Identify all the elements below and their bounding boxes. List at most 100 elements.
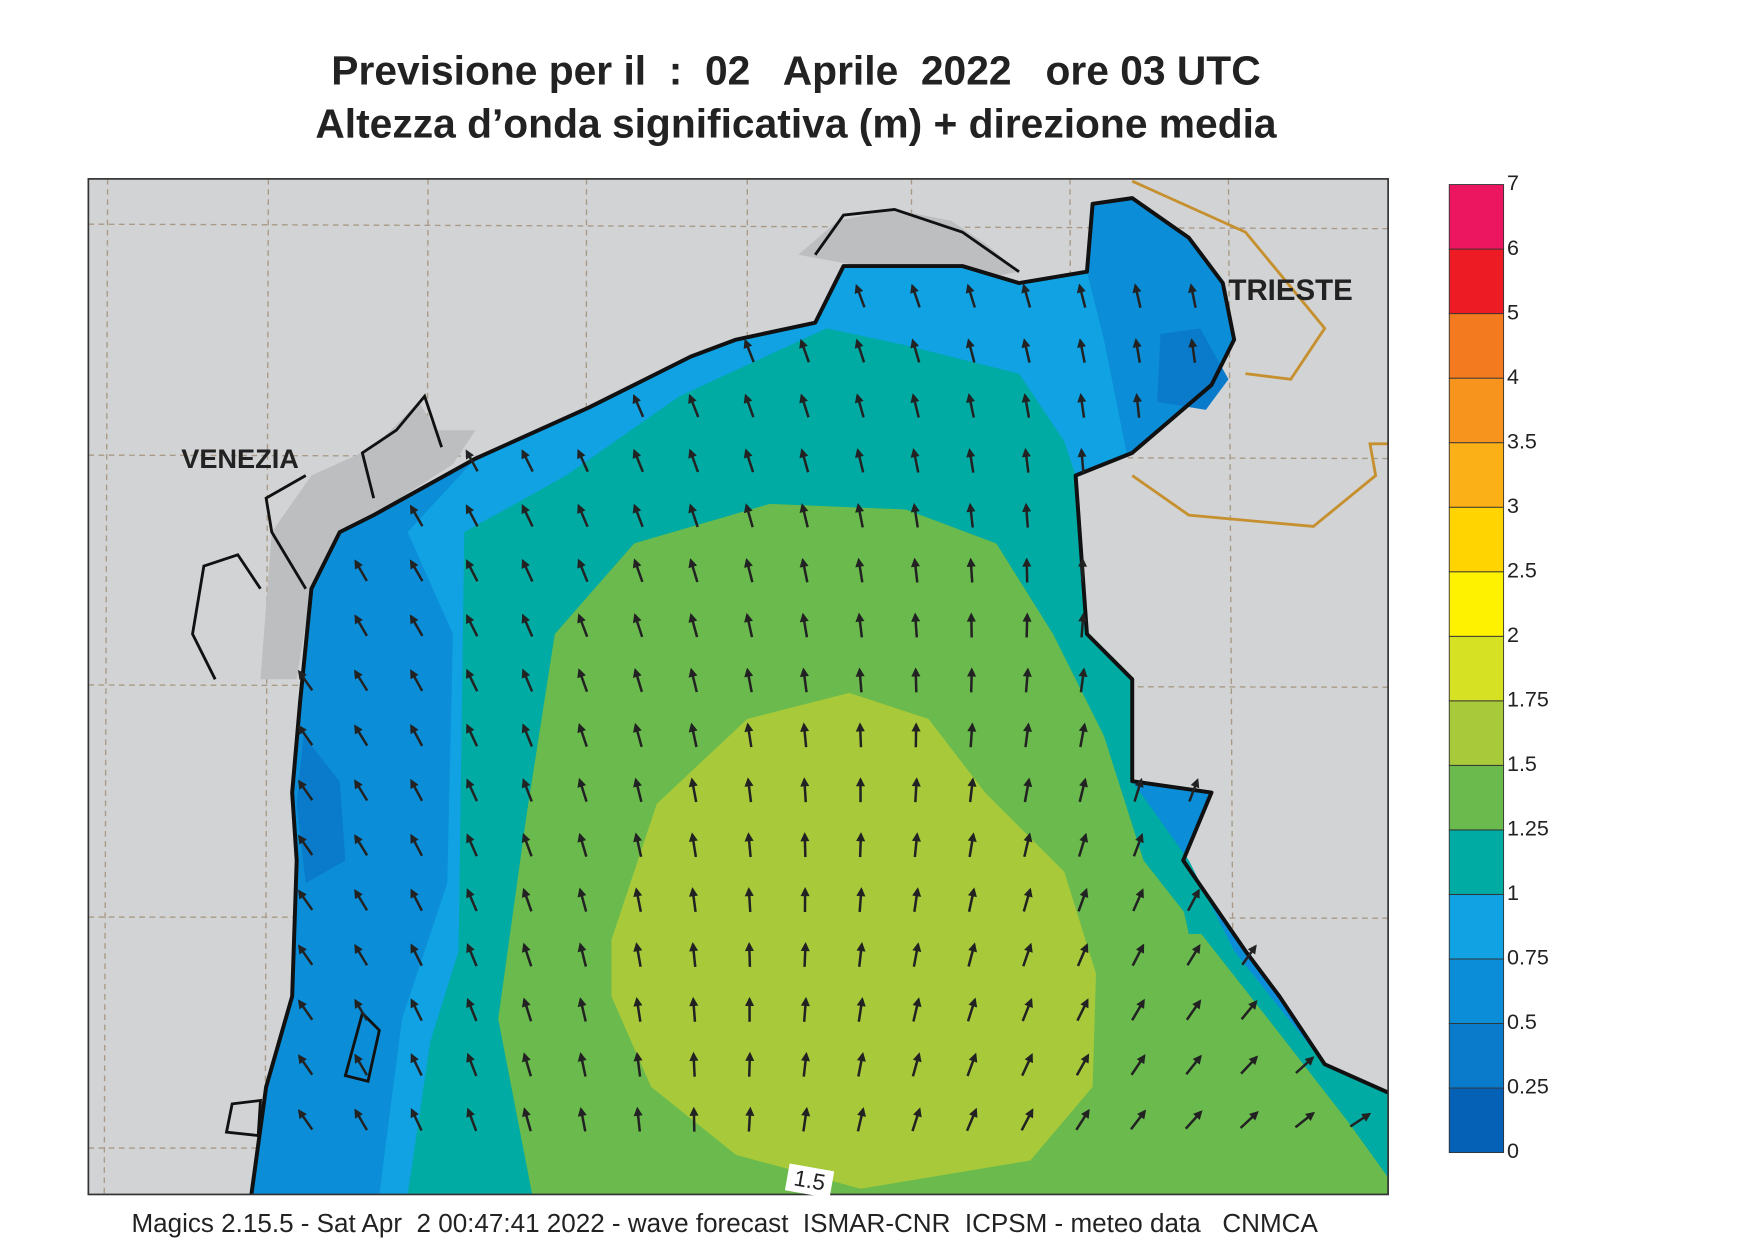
wave-arrow [911,667,921,693]
color-band [1448,893,1505,960]
arrow-head [521,832,531,844]
wave-arrow [967,777,977,803]
arrow-head [632,448,642,459]
arrow-head [633,1051,643,1062]
wave-arrow [521,504,534,528]
colorbar-label: 1.75 [1507,688,1549,712]
wave-arrow [744,722,754,748]
wave-arrow [743,338,755,363]
wave-arrow [689,887,698,913]
wave-arrow [466,888,478,912]
wave-arrow [689,996,699,1022]
wave-arrow [688,612,699,638]
colorbar-label: 6 [1507,236,1519,260]
color-band [1448,571,1505,637]
wave-arrow [354,998,369,1021]
arrow-head [855,448,864,459]
wave-arrow [297,944,314,966]
wave-arrow [1078,777,1088,803]
arrow-head [799,503,809,513]
arrow-head [910,557,920,568]
wave-arrow [1023,832,1033,858]
arrow-head [800,941,810,952]
arrow-head [297,889,307,900]
arrow-head [521,723,531,734]
wave-arrow [521,723,534,747]
wave-arrow [1022,612,1032,638]
wave-arrow [856,887,866,913]
arrow-head [410,669,419,680]
wave-arrow [1188,778,1200,802]
colorbar-label: 0.25 [1507,1075,1549,1099]
wave-arrow [466,668,479,692]
wave-arrow [577,668,589,693]
arrow-head [799,667,809,678]
arrow-head [689,1051,699,1062]
arrow-head [410,998,419,1009]
colorbar-label: 2.5 [1507,558,1537,582]
colorbar-label: 3.5 [1507,429,1537,453]
arrow-head [1021,447,1031,458]
arrow-head [1132,338,1142,348]
arrow-head [466,943,475,954]
arrow-head [910,502,920,513]
arrow-head [297,834,307,845]
wave-arrow [1022,502,1032,528]
arrow-head [410,723,419,735]
arrow-head [410,888,419,899]
wave-arrow [410,943,423,967]
wave-arrow [465,504,479,527]
arrow-head [521,558,530,569]
wave-arrow [688,448,700,473]
wave-arrow [1185,1054,1202,1076]
arrow-head [967,722,977,732]
arrow-head [855,667,865,677]
wave-arrow [855,612,865,638]
arrow-head [966,447,976,458]
arrow-head [577,448,586,460]
wave-arrow [354,779,369,802]
arrow-head [688,722,698,733]
wave-arrow [466,613,479,637]
arrow-head [855,502,865,513]
arrow-head [688,393,697,404]
arrow-head [1192,1054,1202,1065]
arrow-head [521,613,530,624]
arrow-head [297,779,307,790]
arrow-head [743,448,753,459]
wave-arrow [966,447,976,473]
arrow-head [965,283,975,294]
wave-arrow [911,832,921,858]
arrow-head [855,612,865,623]
wave-arrow [966,612,976,638]
wave-arrow [632,393,645,418]
arrow-head [966,393,975,403]
contour-label: 1.5 [792,1165,827,1195]
arrow-head [1248,1055,1259,1066]
wave-arrow [633,942,643,967]
colorbar-label: 1.5 [1507,752,1537,776]
wave-arrow [855,777,866,803]
wave-arrow [1076,943,1089,967]
footer: Magics 2.15.5 - Sat Apr 2 00:47:41 2022 … [131,1208,1318,1238]
wave-arrow [522,1107,532,1132]
arrow-head [688,777,698,788]
arrow-head [1188,338,1198,348]
wave-arrow [1294,1111,1316,1129]
arrow-head [744,887,754,897]
wave-arrow [297,834,314,856]
arrow-head [1022,557,1032,567]
wave-arrow [1021,447,1031,473]
wave-arrow [633,1106,643,1132]
arrow-head [967,667,977,677]
wave-arrow [1130,1109,1147,1131]
color-band [1448,506,1505,573]
arrow-head [967,887,977,898]
arrow-head [1023,722,1033,733]
wave-arrow [1023,722,1033,748]
arrow-head [409,614,419,625]
arrow-head [1078,722,1088,733]
wave-arrow [1078,722,1088,748]
arrow-head [744,722,754,733]
